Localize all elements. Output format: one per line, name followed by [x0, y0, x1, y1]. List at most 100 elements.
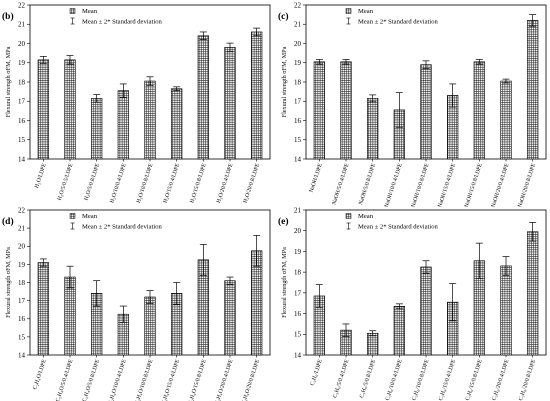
- x-category-label: NaOH/5/0.4/LDPE: [331, 162, 350, 205]
- y-tick-label: 20: [18, 40, 26, 48]
- y-tick-label: 14: [18, 351, 26, 359]
- y-tick-label: 19: [18, 261, 26, 269]
- chart-panel-2: 14 15 16 17 18 19 20 21 22 Flexural strength σFM,…: [278, 1, 547, 208]
- bar: [500, 265, 512, 356]
- legend-swatch: [69, 213, 76, 219]
- y-tick-label: 14: [18, 155, 26, 163]
- y-tick-label: 20: [294, 227, 302, 235]
- y-tick-label: 21: [18, 225, 26, 233]
- x-category-label: C₃H₆/20/0.4/LDPE: [491, 358, 510, 401]
- y-tick-label: 21: [294, 21, 302, 29]
- bar: [527, 20, 539, 160]
- x-category-label: C₃H₆/20/0.8/LDPE: [518, 358, 537, 401]
- bar: [64, 59, 76, 160]
- x-category-label: NaOH/LDPE: [309, 162, 324, 193]
- bar: [64, 276, 76, 356]
- y-tick-label: 18: [294, 78, 302, 86]
- legend-entry: Mean: [358, 8, 374, 15]
- bar: [224, 280, 236, 356]
- y-tick-label: 18: [18, 78, 26, 86]
- legend-entry: Mean ± 2* Standard deviation: [358, 19, 438, 26]
- y-tick-label: 16: [294, 117, 302, 125]
- bar: [117, 90, 129, 160]
- x-category-label: C₃H₆/15/0.4/LDPE: [438, 358, 457, 401]
- y-tick-label: 22: [18, 206, 26, 214]
- y-tick-label: 16: [18, 315, 26, 323]
- x-category-label: C₂H₄O/10/0.4/LDPE: [108, 358, 128, 401]
- x-category-label: H₂O/15/0.4/LDPE: [163, 162, 182, 204]
- x-category-label: C₂H₄O/20/0.4/LDPE: [214, 358, 234, 401]
- y-axis-label: Flexural strength σFM, MPa: [5, 46, 12, 117]
- bar: [313, 61, 325, 160]
- x-category-label: NaOH/10/0.4/LDPE: [384, 162, 404, 208]
- y-tick-label: 15: [294, 136, 302, 144]
- y-tick-label: 19: [294, 59, 302, 67]
- legend-swatch: [345, 8, 352, 14]
- y-tick-label: 17: [294, 98, 302, 106]
- bar: [144, 296, 156, 356]
- x-category-label: H₂O/10/0.8/LDPE: [136, 162, 155, 204]
- x-category-label: C₃H₆/10/0.8/LDPE: [411, 358, 430, 401]
- bar: [251, 31, 263, 160]
- legend-entry: Mean ± 2* Standard deviation: [358, 224, 438, 231]
- y-tick-label: 21: [294, 206, 302, 214]
- bar: [171, 88, 183, 160]
- x-category-label: H₂O/LDPE: [34, 162, 48, 189]
- x-category-label: H₂O/10/0.4/LDPE: [109, 162, 128, 204]
- y-tick-label: 20: [18, 243, 26, 251]
- x-category-label: NaOH/20/0.4/LDPE: [491, 162, 511, 208]
- legend-swatch: [345, 213, 352, 219]
- x-category-label: NaOH/15/0.8/LDPE: [464, 162, 484, 208]
- y-tick-label: 15: [18, 333, 26, 341]
- y-tick-label: 19: [18, 59, 26, 67]
- bar: [500, 80, 512, 160]
- x-category-label: C₂H₄O/10/0.8/LDPE: [134, 358, 154, 401]
- bar: [367, 98, 379, 160]
- y-tick-label: 17: [18, 297, 26, 305]
- y-axis-label: Flexural strength σFM, MPa: [281, 46, 288, 117]
- y-tick-label: 20: [294, 40, 302, 48]
- x-category-label: H₂O/5/0.8/LDPE: [83, 162, 101, 201]
- bar: [420, 266, 432, 356]
- x-category-label: C₂H₄O/5/0.8/LDPE: [82, 358, 102, 401]
- bar: [473, 61, 485, 160]
- x-category-label: C₃H₆/5/0.8/LDPE: [359, 358, 377, 399]
- chart-panel-1: 14 15 16 17 18 19 20 21 22 Flexural strength σFM,…: [2, 1, 271, 204]
- bar: [37, 59, 49, 160]
- x-category-label: C₂H₄O/20/0.8/LDPE: [241, 358, 261, 401]
- panel-label: (d): [2, 216, 14, 227]
- x-category-label: H₂O/15/0.8/LDPE: [189, 162, 208, 204]
- x-category-label: C₂H₄O/15/0.4/LDPE: [161, 358, 181, 401]
- x-category-label: C₃H₆/10/0.4/LDPE: [385, 358, 404, 401]
- y-tick-label: 19: [294, 248, 302, 256]
- x-category-label: C₂H₄O/LDPE: [32, 358, 48, 390]
- legend-entry: Mean: [82, 213, 98, 220]
- y-tick-label: 14: [294, 155, 302, 163]
- panel-label: (e): [278, 216, 289, 227]
- y-axis-label: Flexural strength σFM, MPa: [5, 247, 12, 318]
- chart-panel-4: 14 15 16 17 18 19 20 21 Flexural strength σFM, M…: [278, 206, 547, 401]
- x-category-label: C₃H₆/15/0.8/LDPE: [465, 358, 484, 401]
- y-tick-label: 15: [294, 331, 302, 339]
- y-tick-label: 17: [18, 98, 26, 106]
- y-tick-label: 21: [18, 21, 26, 29]
- bar: [340, 61, 352, 160]
- x-category-label: C₂H₄O/5/0.4/LDPE: [55, 358, 75, 401]
- panel-label: (c): [278, 11, 289, 22]
- x-category-label: H₂O/5/0.5/LDPE: [57, 162, 75, 201]
- bar: [420, 64, 432, 160]
- y-tick-label: 22: [294, 1, 302, 9]
- y-tick-label: 18: [18, 279, 26, 287]
- x-category-label: C₃H₆/5/0.4/LDPE: [332, 358, 350, 399]
- y-tick-label: 16: [294, 310, 302, 318]
- chart-panel-3: 14 15 16 17 18 19 20 21 22 Flexural strength σFM,…: [2, 206, 271, 401]
- bar: [393, 306, 405, 356]
- y-tick-label: 22: [18, 1, 26, 9]
- y-tick-label: 15: [18, 136, 26, 144]
- y-tick-label: 16: [18, 117, 26, 125]
- x-category-label: C₃H₆/LDPE: [310, 358, 324, 386]
- x-category-label: NaOH/15/0.4/LDPE: [437, 162, 457, 208]
- x-category-label: NaOH/5/0.8/LDPE: [358, 162, 377, 205]
